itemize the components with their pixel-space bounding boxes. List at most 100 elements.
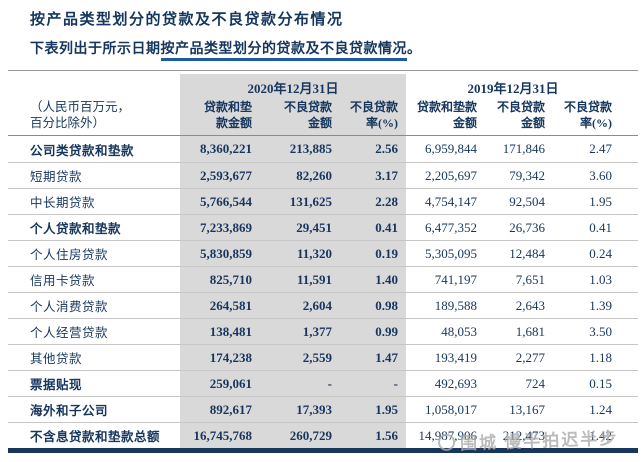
value-cell: 260,729 [289, 427, 332, 443]
value-cell: 1.95 [375, 401, 398, 417]
value-cell: 14,987,906 [418, 427, 478, 443]
header-line: 金额 [452, 116, 477, 130]
value-cell: 2,643 [515, 297, 545, 313]
value-cell: 892,617 [209, 401, 252, 417]
value-cell: 138,481 [209, 323, 252, 339]
table-bottom-rule [8, 448, 638, 453]
table-row: 其他贷款 174,238 2,559 1.47 193,419 2,277 1.18 [8, 344, 638, 370]
header-line: 金额 [307, 116, 332, 130]
value-cell: 17,393 [296, 401, 332, 417]
value-cell: 189,588 [434, 297, 477, 313]
value-cell: 171,846 [502, 141, 545, 156]
value-cell: 131,625 [289, 193, 332, 209]
value-cell: 2,559 [302, 349, 332, 365]
value-cell: 26,736 [509, 219, 545, 235]
value-cell: 1.95 [589, 193, 612, 209]
value-cell: 92,504 [509, 193, 545, 209]
header-2020-npl-amount: 不良贷款 金额 [252, 99, 332, 131]
row-label: 公司类贷款和垫款 [30, 143, 135, 158]
value-cell: - [327, 375, 332, 391]
value-cell: 3.50 [589, 323, 612, 339]
header-line: 率(%) [580, 116, 612, 130]
unit-note-line2: 百分比除外） [30, 116, 106, 130]
value-cell: 11,320 [296, 245, 332, 261]
value-cell: - [393, 375, 398, 391]
value-cell: 2.28 [375, 193, 398, 209]
value-cell: 3.17 [375, 167, 398, 183]
value-cell: 2.47 [589, 141, 612, 156]
header-line: 不良贷款 [496, 100, 545, 114]
table-row: 个人经营贷款 138,481 1,377 0.99 48,053 1,681 3.50 [8, 318, 638, 344]
value-cell: 5,766,544 [200, 193, 252, 209]
table-row: 海外和子公司 892,617 17,393 1.95 1,058,017 13,167 1.… [8, 396, 638, 422]
value-cell: 1.39 [589, 297, 612, 313]
table-body: 公司类贷款和垫款 8,360,221 213,885 2.56 6,959,844 171… [8, 136, 638, 448]
header-2020-loan-amount: 贷款和垫 款金额 [180, 99, 252, 131]
row-label: 票据贴现 [30, 378, 83, 392]
table-row: 个人消费贷款 264,581 2,604 0.98 189,588 2,643 1.39 [8, 292, 638, 318]
header-line: 不良贷款 [563, 100, 612, 114]
date-header-row: 2020年12月31日 2019年12月31日 [8, 71, 638, 99]
value-cell: 0.15 [589, 375, 612, 391]
value-cell: 5,830,859 [200, 245, 252, 261]
header-line: 不良贷款 [349, 100, 398, 114]
value-cell: 6,959,844 [425, 141, 477, 156]
value-cell: 4,754,147 [425, 193, 477, 209]
value-cell: 8,360,221 [200, 141, 252, 156]
table-row: 信用卡贷款 825,710 11,591 1.40 741,197 7,651 1.03 [8, 266, 638, 292]
value-cell: 2,205,697 [425, 167, 477, 183]
value-cell: 1.47 [375, 349, 398, 365]
header-2019-npl-amount: 不良贷款 金额 [477, 99, 545, 131]
row-label: 个人住房贷款 [30, 248, 109, 262]
value-cell: 11,591 [296, 271, 332, 287]
value-cell: 2,593,677 [200, 167, 252, 183]
intro-text-underlined: 按产品类型划分的贷款及不良贷款情况 [160, 42, 407, 61]
value-cell: 6,477,352 [425, 219, 477, 235]
intro-sentence: 下表列出于所示日期按产品类型划分的贷款及不良贷款情况。 [30, 38, 422, 61]
row-label: 个人贷款和垫款 [30, 222, 122, 236]
row-label: 短期贷款 [30, 170, 83, 184]
value-cell: 2,604 [302, 297, 332, 313]
value-cell: 1.56 [375, 427, 398, 443]
value-cell: 48,053 [441, 323, 477, 339]
value-cell: 0.19 [375, 245, 398, 261]
value-cell: 1.42 [589, 427, 612, 443]
intro-text-plain: 下表列出于所示日期 [30, 42, 161, 57]
value-cell: 825,710 [209, 271, 252, 287]
row-label: 个人消费贷款 [30, 300, 109, 314]
value-cell: 3.60 [589, 167, 612, 183]
value-cell: 259,061 [209, 375, 252, 391]
header-line: 率(%) [366, 116, 398, 130]
value-cell: 0.24 [589, 245, 612, 261]
value-cell: 1.40 [375, 271, 398, 287]
value-cell: 1,377 [302, 323, 332, 339]
column-group-2019-label: 2019年12月31日 [467, 81, 559, 96]
value-cell: 0.41 [589, 219, 612, 235]
column-group-2020-label: 2020年12月31日 [247, 81, 339, 96]
value-cell: 12,484 [509, 245, 545, 261]
value-cell: 0.41 [375, 219, 398, 235]
header-2019-loan-amount: 贷款和垫款 金额 [398, 99, 477, 131]
row-label: 不含息贷款和垫款总额 [30, 430, 161, 444]
value-cell: 82,260 [296, 167, 332, 183]
header-line: 款金额 [215, 116, 252, 130]
page-title: 按产品类型划分的贷款及不良贷款分布情况 [30, 12, 344, 28]
table-row: 中长期贷款 5,766,544 131,625 2.28 4,754,147 92,504… [8, 188, 638, 214]
header-2020-npl-ratio: 不良贷款 率(%) [332, 99, 398, 131]
loans-table: 2020年12月31日 2019年12月31日 （人民币百万元， 百分比除外） … [8, 70, 638, 453]
value-cell: 212,473 [502, 427, 545, 443]
row-label: 海外和子公司 [30, 404, 109, 418]
value-cell: 1.24 [589, 401, 612, 417]
value-cell: 1.18 [589, 349, 612, 365]
value-cell: 492,693 [434, 375, 477, 391]
unit-note: （人民币百万元， 百分比除外） [8, 99, 180, 131]
row-label: 中长期贷款 [30, 196, 96, 210]
header-2019-npl-ratio: 不良贷款 率(%) [545, 99, 638, 131]
value-cell: 2,277 [515, 349, 545, 365]
value-cell: 0.98 [375, 297, 398, 313]
row-label: 其他贷款 [30, 352, 83, 366]
table-row: 公司类贷款和垫款 8,360,221 213,885 2.56 6,959,844 171… [8, 136, 638, 162]
value-cell: 13,167 [509, 401, 545, 417]
value-cell: 174,238 [209, 349, 252, 365]
